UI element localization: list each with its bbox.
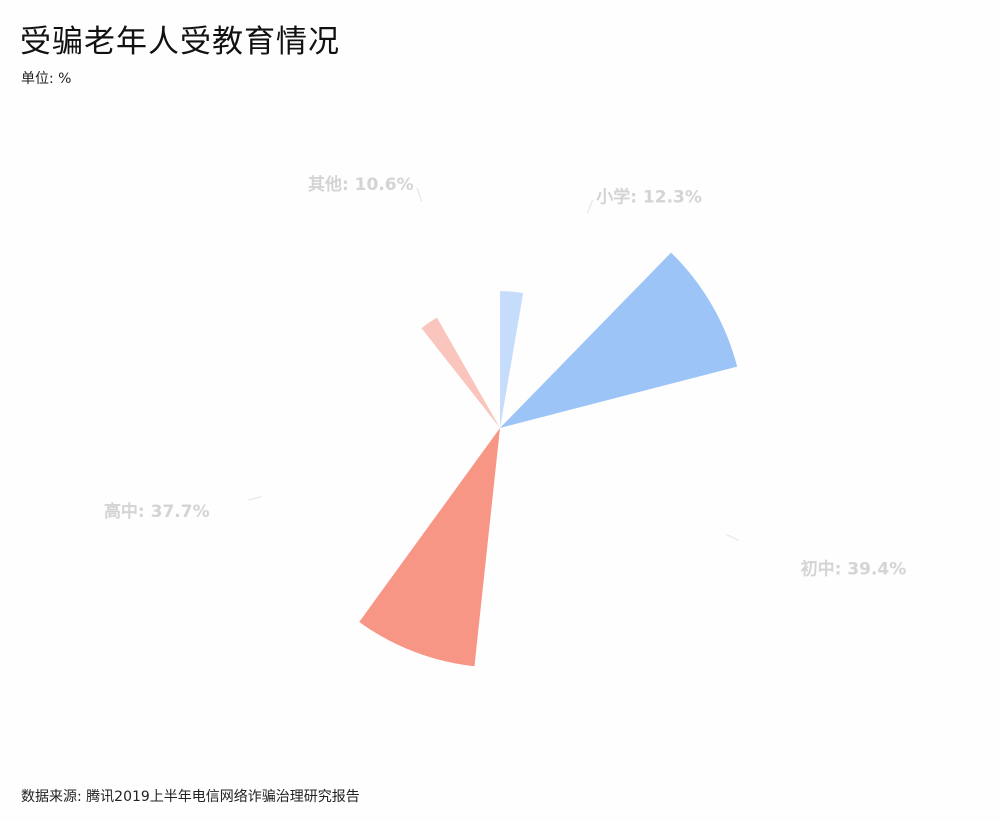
slice-label-高中: 高中: 37.7% [104, 501, 210, 522]
leader-line-初中 [725, 533, 740, 541]
slice-高中[interactable] [359, 428, 500, 667]
chart-labels: 小学: 12.3% 初中: 39.4% 高中: 37.7% 其他: 10.6% [104, 174, 906, 579]
chart-slices [359, 252, 738, 667]
unit-label: 单位: % [21, 71, 72, 87]
slice-其他[interactable] [421, 317, 500, 428]
leader-line-小学 [586, 199, 594, 214]
leader-line-高中 [248, 495, 262, 501]
slice-label-其他: 其他: 10.6% [308, 174, 414, 195]
slice-小学[interactable] [500, 291, 524, 428]
data-source: 数据来源: 腾讯2019上半年电信网络诈骗治理研究报告 [21, 789, 360, 805]
leader-line-其他 [416, 187, 423, 202]
slice-label-小学: 小学: 12.3% [596, 186, 702, 207]
slice-label-初中: 初中: 39.4% [801, 559, 907, 580]
chart-title: 受骗老年人受教育情况 [20, 24, 340, 60]
slice-初中[interactable] [500, 252, 738, 428]
label-leader-lines [248, 187, 740, 541]
